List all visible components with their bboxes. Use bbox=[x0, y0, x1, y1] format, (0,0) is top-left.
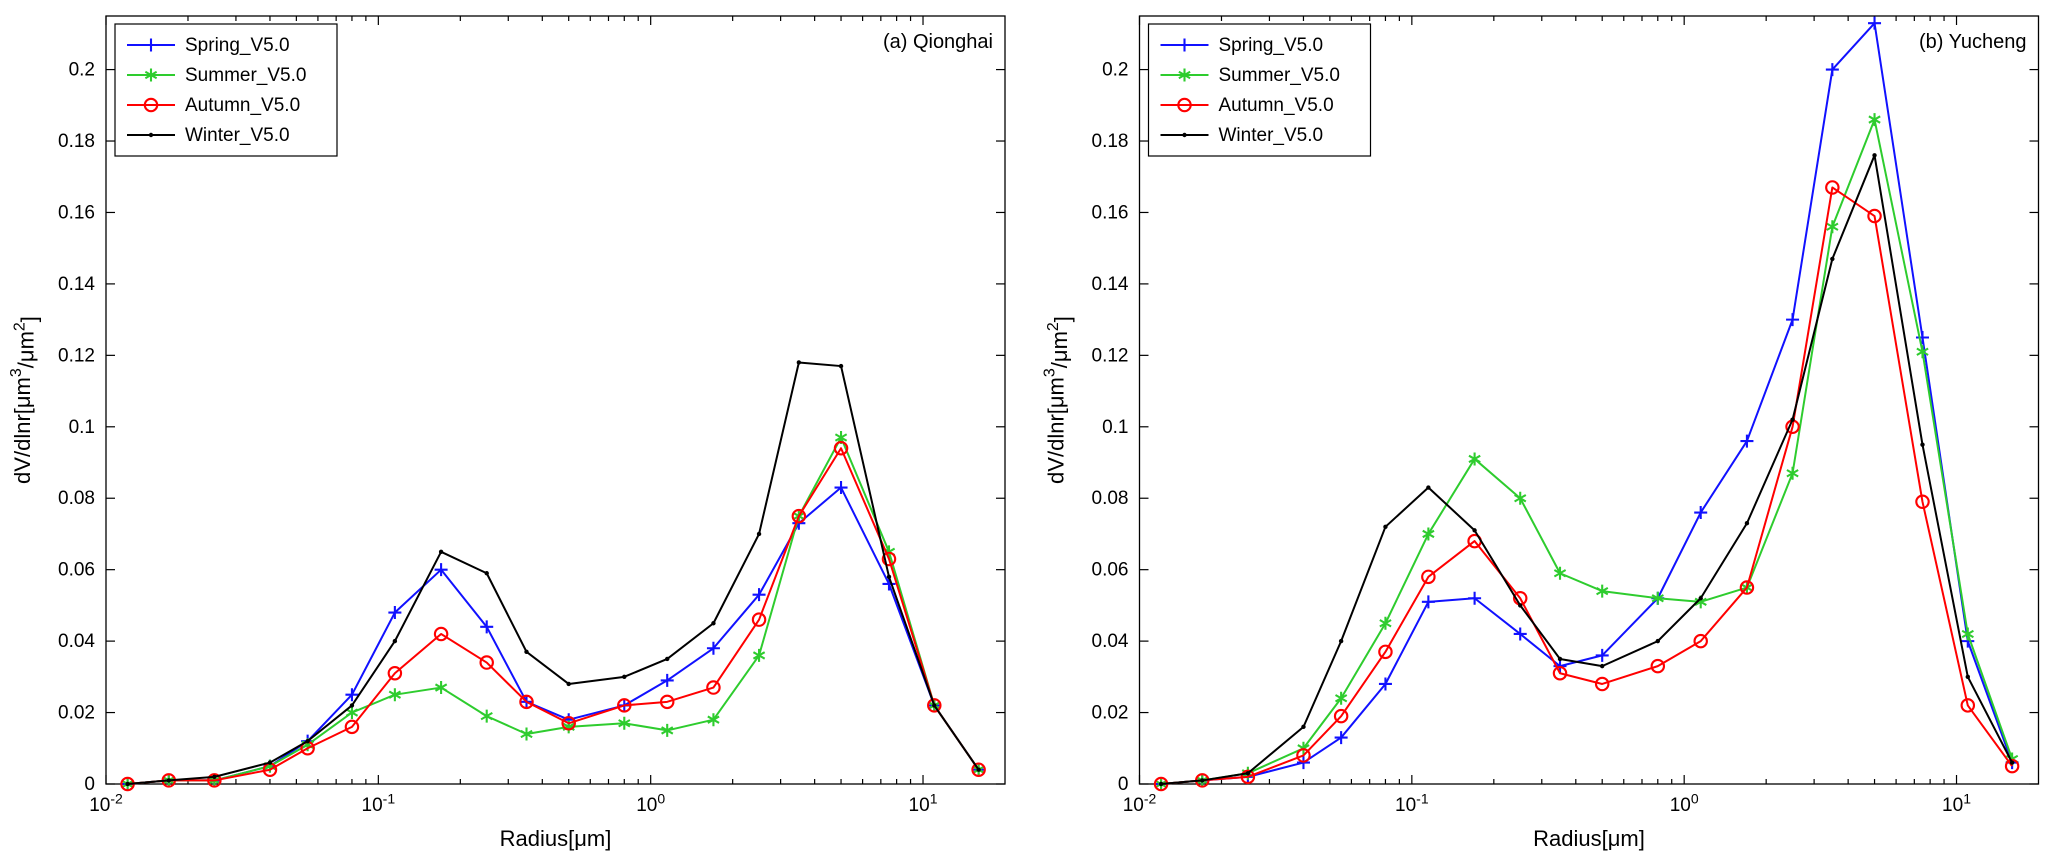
ticks bbox=[1138, 16, 2039, 785]
y-tick-label: 0.02 bbox=[58, 703, 95, 724]
legend-entry-Winter_V5.0: Winter_V5.0 bbox=[1160, 125, 1324, 146]
x-tick-label: 100 bbox=[1670, 790, 1699, 816]
y-tick-label: 0 bbox=[1118, 774, 1129, 795]
axes-box bbox=[1138, 15, 2040, 785]
legend-label: Winter_V5.0 bbox=[1219, 125, 1324, 146]
y-tick-label: 0.2 bbox=[1102, 60, 1128, 81]
legend-entry-Autumn_V5.0: Autumn_V5.0 bbox=[127, 95, 300, 116]
x-tick-label: 10-2 bbox=[89, 790, 123, 816]
y-tick-label: 0.2 bbox=[69, 60, 95, 81]
y-tick-label: 0 bbox=[84, 774, 95, 795]
legend-label: Autumn_V5.0 bbox=[1219, 95, 1334, 116]
y-tick-label: 0.16 bbox=[1092, 202, 1129, 223]
y-tick-label: 0.04 bbox=[58, 631, 95, 652]
x-tick-label: 10-2 bbox=[1123, 790, 1157, 816]
series-Winter_V5.0 bbox=[1158, 153, 2015, 787]
legend-entry-Summer_V5.0: Summer_V5.0 bbox=[127, 65, 306, 86]
chart-b-svg: 10-2 10-1 100 101 0 0.02 0.04 0.06 0.08 0.1 0.12 0.… bbox=[1033, 0, 2067, 864]
y-tick-label: 0.14 bbox=[58, 274, 95, 295]
legend-entry-Summer_V5.0: Summer_V5.0 bbox=[1160, 65, 1340, 86]
x-axis-label: Radius[μm] bbox=[1533, 826, 1645, 851]
x-axis-label: Radius[μm] bbox=[500, 826, 612, 851]
series-line bbox=[1160, 186, 2013, 785]
y-tick-label: 0.18 bbox=[1092, 131, 1129, 152]
legend-label: Autumn_V5.0 bbox=[185, 95, 300, 116]
y-axis-label: dV/dlnr[μm3/μm2] bbox=[1042, 316, 1075, 484]
y-tick-label: 0.04 bbox=[1092, 631, 1129, 652]
legend-label: Summer_V5.0 bbox=[1219, 65, 1340, 86]
y-tick-label: 0.1 bbox=[69, 417, 95, 438]
legend: Spring_V5.0 Summer_V5.0 Autumn_V5.0 Winter_… bbox=[114, 23, 338, 157]
legend-entry-Autumn_V5.0: Autumn_V5.0 bbox=[1160, 95, 1334, 116]
y-tick-label: 0.18 bbox=[58, 131, 95, 152]
x-tick-labels: 10-2 10-1 100 101 bbox=[1123, 790, 1971, 816]
panel-label: (a) Qionghai bbox=[883, 31, 993, 53]
y-tick-label: 0.02 bbox=[1092, 703, 1129, 724]
series-line bbox=[1160, 154, 2013, 785]
x-tick-label: 10-1 bbox=[362, 790, 396, 816]
y-tick-label: 0.06 bbox=[1092, 560, 1129, 581]
x-tick-label: 101 bbox=[1942, 790, 1971, 816]
panel-label: (b) Yucheng bbox=[1919, 31, 2027, 53]
legend-label: Winter_V5.0 bbox=[185, 125, 290, 146]
y-tick-label: 0.08 bbox=[58, 488, 95, 509]
series-Winter_V5.0 bbox=[125, 360, 981, 787]
y-tick-label: 0.08 bbox=[1092, 488, 1129, 509]
series-line bbox=[127, 361, 980, 785]
y-tick-label: 0.12 bbox=[58, 345, 95, 366]
x-tick-label: 10-1 bbox=[1395, 790, 1429, 816]
y-tick-label: 0.1 bbox=[1102, 417, 1128, 438]
legend-entry-Winter_V5.0: Winter_V5.0 bbox=[127, 125, 290, 146]
y-tick-label: 0.16 bbox=[58, 202, 95, 223]
series-line bbox=[1160, 118, 2014, 785]
legend-label: Summer_V5.0 bbox=[185, 65, 306, 86]
chart-a-svg: 10-2 10-1 100 101 0 0.02 0.04 0.06 0.08 0.1 0.12 0.… bbox=[0, 0, 1033, 864]
legend-entry-Spring_V5.0: Spring_V5.0 bbox=[1160, 35, 1324, 56]
legend: Spring_V5.0 Summer_V5.0 Autumn_V5.0 Winter_… bbox=[1147, 23, 1372, 157]
y-tick-label: 0.14 bbox=[1092, 274, 1129, 295]
x-tick-label: 100 bbox=[636, 790, 665, 816]
y-tick-label: 0.06 bbox=[58, 560, 95, 581]
axes-box bbox=[105, 15, 1006, 785]
series-markers bbox=[1158, 153, 2015, 787]
y-axis-label: dV/dlnr[μm3/μm2] bbox=[8, 316, 41, 484]
panel-b-yucheng: 10-2 10-1 100 101 0 0.02 0.04 0.06 0.08 0.1 0.12 0.… bbox=[1033, 0, 2067, 864]
series-markers bbox=[125, 360, 981, 787]
legend-label: Spring_V5.0 bbox=[185, 35, 290, 56]
y-tick-labels: 0 0.02 0.04 0.06 0.08 0.1 0.12 0.14 0.16 0.18 0.2 bbox=[1092, 60, 1129, 795]
legend-label: Spring_V5.0 bbox=[1219, 35, 1324, 56]
y-tick-label: 0.12 bbox=[1092, 345, 1129, 366]
x-tick-labels: 10-2 10-1 100 101 bbox=[89, 790, 937, 816]
panel-a-qionghai: 10-2 10-1 100 101 0 0.02 0.04 0.06 0.08 0.1 0.12 0.… bbox=[0, 0, 1033, 864]
legend-entry-Spring_V5.0: Spring_V5.0 bbox=[127, 35, 290, 56]
series-line bbox=[127, 436, 980, 785]
x-tick-label: 101 bbox=[909, 790, 938, 816]
y-tick-labels: 0 0.02 0.04 0.06 0.08 0.1 0.12 0.14 0.16 0.18 0.2 bbox=[58, 60, 95, 795]
